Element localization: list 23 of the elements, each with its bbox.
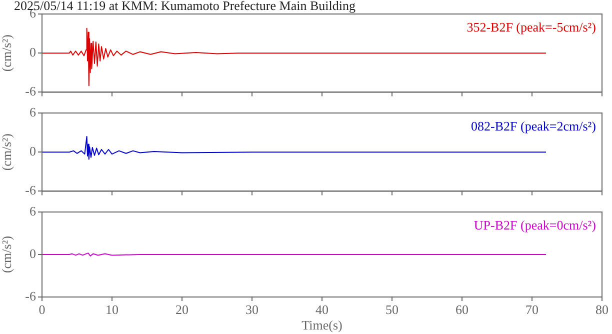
x-tick-label: 10 [106, 302, 118, 318]
x-axis-title: Time(s) [302, 318, 342, 333]
y-axis-title: (cm/s²) [0, 34, 14, 72]
x-tick-label: 20 [176, 302, 188, 318]
y-tick-label: -6 [25, 84, 36, 99]
x-tick-label: 60 [456, 302, 468, 318]
y-axis-title: (cm/s²) [0, 134, 14, 171]
y-tick-label: 0 [30, 144, 36, 159]
x-tick-label: 80 [596, 302, 608, 318]
x-tick-label: 50 [386, 302, 398, 318]
y-tick-label: 6 [30, 203, 36, 218]
y-tick-label: 0 [30, 44, 36, 60]
series-label: 082-B2F (peak=2cm/s²) [471, 118, 596, 134]
x-tick-label: 40 [316, 302, 328, 318]
y-tick-label: -6 [25, 182, 36, 198]
x-tick-label: 30 [246, 302, 258, 318]
y-axis-title: (cm/s²) [0, 236, 14, 274]
x-tick-label: 70 [526, 302, 538, 318]
series-label: 352-B2F (peak=-5cm/s²) [466, 19, 596, 34]
y-tick-label: 0 [30, 246, 36, 261]
y-tick-label: -6 [25, 288, 36, 304]
y-tick-label: 6 [30, 104, 36, 120]
series-label: UP-B2F (peak=0cm/s²) [474, 217, 596, 232]
